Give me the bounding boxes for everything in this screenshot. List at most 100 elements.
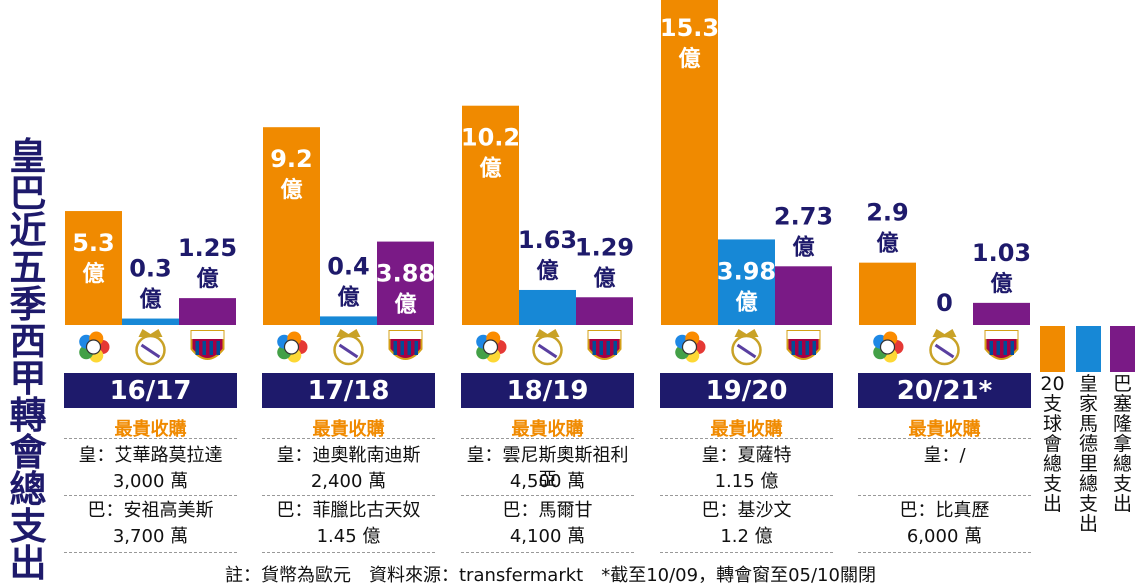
barca-signing-name: 巴：菲臘比古天奴 — [276, 500, 421, 521]
title-char: 近 — [9, 209, 47, 252]
club-logos — [79, 329, 1019, 366]
bar-real — [718, 239, 775, 325]
real-signing-name: 皇：迪奧靴南迪斯 — [276, 445, 421, 466]
bar-value-label: 0 — [936, 289, 953, 317]
bar-value-label: 3.98 — [717, 257, 776, 285]
separator — [262, 552, 435, 553]
title-char: 支 — [9, 505, 47, 548]
best-signing-heading: 最貴收購 — [114, 419, 187, 440]
real-signing-name: 皇：夏薩特 — [701, 445, 792, 466]
title-char: 五 — [9, 246, 47, 289]
barcelona-logo-icon — [786, 330, 821, 360]
bar-real — [320, 316, 377, 325]
bar-unit-label: 億 — [139, 287, 161, 313]
bar-unit-label: 億 — [990, 271, 1012, 297]
legend-swatch — [1076, 326, 1101, 372]
barca-signing-fee: 1.45 億 — [316, 526, 381, 547]
bar-barca — [377, 241, 434, 325]
barcelona-logo-icon — [984, 330, 1019, 360]
bar-value-label: 0.4 — [327, 252, 370, 280]
separator — [660, 552, 833, 553]
title-char: 西 — [9, 320, 47, 363]
bar-unit-label: 億 — [394, 292, 416, 318]
bar-league — [859, 262, 916, 325]
separator — [660, 438, 833, 439]
bar-unit-label: 億 — [678, 46, 700, 72]
separator — [858, 495, 1031, 496]
separator — [461, 438, 634, 439]
bar-unit-label: 億 — [876, 231, 898, 257]
barca-signing-fee: 3,700 萬 — [112, 526, 189, 547]
bar-value-label: 10.2 — [461, 124, 520, 152]
barca-signing-name: 巴：馬爾甘 — [502, 500, 593, 521]
title-char: 出 — [9, 542, 47, 585]
bar-value-label: 9.2 — [270, 145, 313, 173]
best-signing-heading: 最貴收購 — [511, 419, 584, 440]
title-char: 甲 — [9, 357, 47, 400]
barcelona-logo-icon — [388, 330, 423, 360]
real-signing-fee: 4,500 萬 — [509, 471, 586, 492]
real-signing-fee: 1.15 億 — [714, 471, 779, 492]
bar-unit-label: 億 — [479, 156, 501, 182]
bar-value-label: 5.3 — [72, 229, 115, 257]
separator — [64, 438, 237, 439]
separator — [858, 438, 1031, 439]
legend-label: 皇家馬德里總支出 — [1078, 373, 1098, 535]
season-band: 17/18 — [262, 373, 435, 408]
separator — [461, 552, 634, 553]
barca-signing-name: 巴：基沙文 — [701, 500, 792, 521]
bar-value-label: 1.29 — [575, 233, 634, 261]
separator — [64, 552, 237, 553]
footnote: 註：貨幣為歐元 資料來源：transfermarkt *截至10/09，轉會窗至… — [225, 565, 876, 586]
title-char: 季 — [9, 283, 47, 326]
bar-unit-label: 億 — [536, 258, 558, 284]
barca-signing-fee: 6,000 萬 — [906, 526, 983, 547]
bar-value-label: 2.73 — [774, 202, 833, 230]
separator — [262, 495, 435, 496]
real-signing-name: 皇：/ — [923, 445, 966, 466]
bar-barca — [973, 302, 1030, 325]
season-band: 19/20 — [660, 373, 833, 408]
real-signing-name: 皇：艾華路莫拉達 — [78, 445, 223, 466]
bar-unit-label: 億 — [196, 266, 218, 292]
bar-value-label: 1.25 — [178, 234, 237, 262]
season-band: 20/21* — [858, 373, 1031, 408]
chart-title: 皇巴近五季西甲轉會總支出 — [0, 138, 56, 583]
real-madrid-logo-icon — [333, 329, 364, 366]
real-signing-name: 皇：雲尼斯奧斯祖利亞 — [466, 445, 629, 490]
separator — [262, 438, 435, 439]
laliga-logo-icon — [277, 331, 308, 363]
bar-unit-label: 億 — [280, 177, 302, 203]
bar-unit-label: 億 — [337, 284, 359, 310]
legend-label: 巴塞隆拿總支出 — [1112, 373, 1132, 515]
real-madrid-logo-icon — [929, 329, 960, 366]
bar-unit-label: 億 — [82, 261, 104, 287]
barca-signing-name: 巴：安祖高美斯 — [87, 500, 214, 521]
bar-league — [661, 0, 718, 326]
title-char: 會 — [9, 431, 47, 474]
separator — [858, 552, 1031, 553]
laliga-logo-icon — [873, 331, 904, 363]
laliga-logo-icon — [79, 331, 110, 363]
real-signing-fee: 2,400 萬 — [310, 471, 387, 492]
bar-value-label: 15.3 — [660, 14, 719, 42]
bar-league — [263, 127, 320, 325]
title-char: 轉 — [9, 394, 47, 437]
bar-real — [122, 318, 179, 325]
legend-swatch — [1040, 326, 1065, 372]
bar-value-label: 2.9 — [866, 199, 909, 227]
best-signing-heading: 最貴收購 — [908, 419, 981, 440]
barca-signing-fee: 4,100 萬 — [509, 526, 586, 547]
bar-real — [519, 289, 576, 325]
real-madrid-logo-icon — [532, 329, 563, 366]
legend-swatch — [1110, 326, 1135, 372]
separator — [64, 495, 237, 496]
separator — [461, 495, 634, 496]
barca-signing-name: 巴：比真歷 — [899, 500, 990, 521]
bar-chart: 5.3 億 0.3 億 1.25 億 9.2 億 0.4 億 3.88 億 10.2 億 1.63 億 1.29… — [65, 0, 1031, 366]
title-char: 總 — [9, 468, 47, 511]
separator — [660, 495, 833, 496]
title-char: 皇 — [9, 135, 47, 178]
bar-barca — [775, 266, 832, 325]
bar-value-label: 1.03 — [972, 239, 1031, 267]
